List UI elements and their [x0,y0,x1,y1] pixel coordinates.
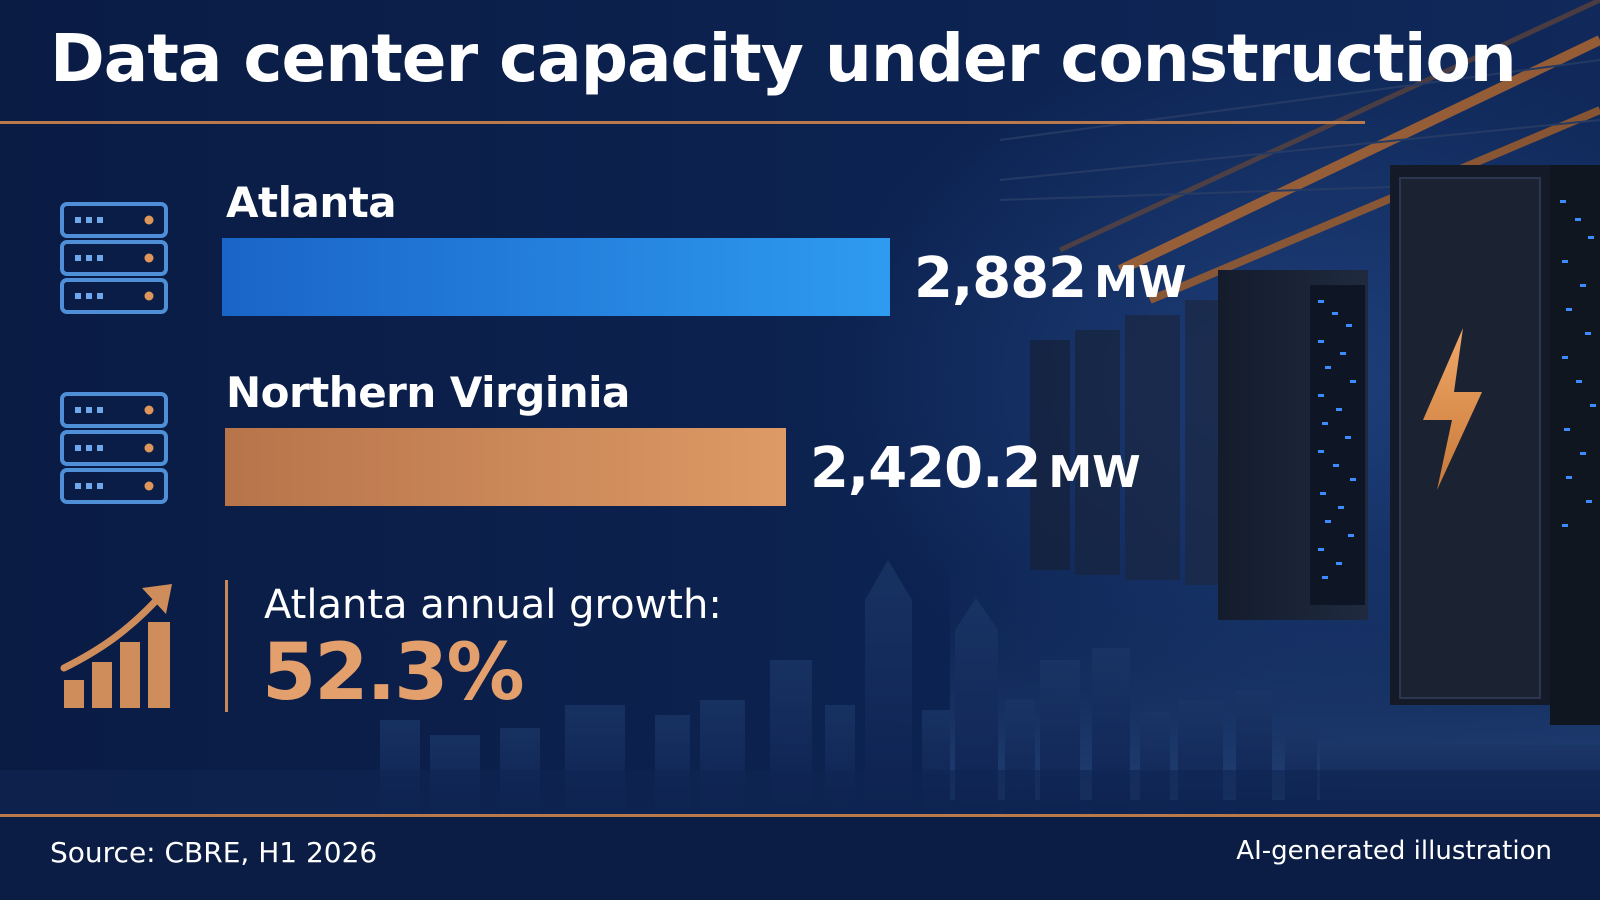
server-rack-icon [60,202,168,314]
value-number-northern-virginia: 2,420.2 [809,436,1041,501]
bar-label-atlanta: Atlanta [226,178,397,227]
bar-atlanta [222,238,890,316]
rack-leds-front [1560,200,1596,527]
value-atlanta: 2,882 MW [914,246,1186,311]
bar-label-northern-virginia: Northern Virginia [226,368,630,417]
ai-disclaimer: AI-generated illustration [1236,836,1552,866]
server-rack-front [1390,165,1600,725]
growth-divider [225,580,228,712]
cable-trays [999,0,1600,304]
server-rack-icon [60,392,168,504]
bar-northern-virginia [225,428,786,506]
footer-divider [0,814,1600,817]
title-divider [0,121,1365,124]
lightning-bolt-icon [1423,328,1482,490]
page-title: Data center capacity under construction [50,20,1517,97]
growth-chart-icon [60,584,172,708]
value-unit-northern-virginia: MW [1048,447,1141,498]
value-unit-atlanta: MW [1094,257,1187,308]
server-rack-mid [1218,270,1368,620]
growth-value: 52.3% [262,628,525,718]
footer-band [0,817,1600,900]
value-northern-virginia: 2,420.2 MW [810,436,1141,501]
growth-label: Atlanta annual growth: [264,582,722,628]
rack-leds-mid [1318,300,1356,579]
value-number-atlanta: 2,882 [914,246,1087,311]
source-text: Source: CBRE, H1 2026 [50,836,378,869]
